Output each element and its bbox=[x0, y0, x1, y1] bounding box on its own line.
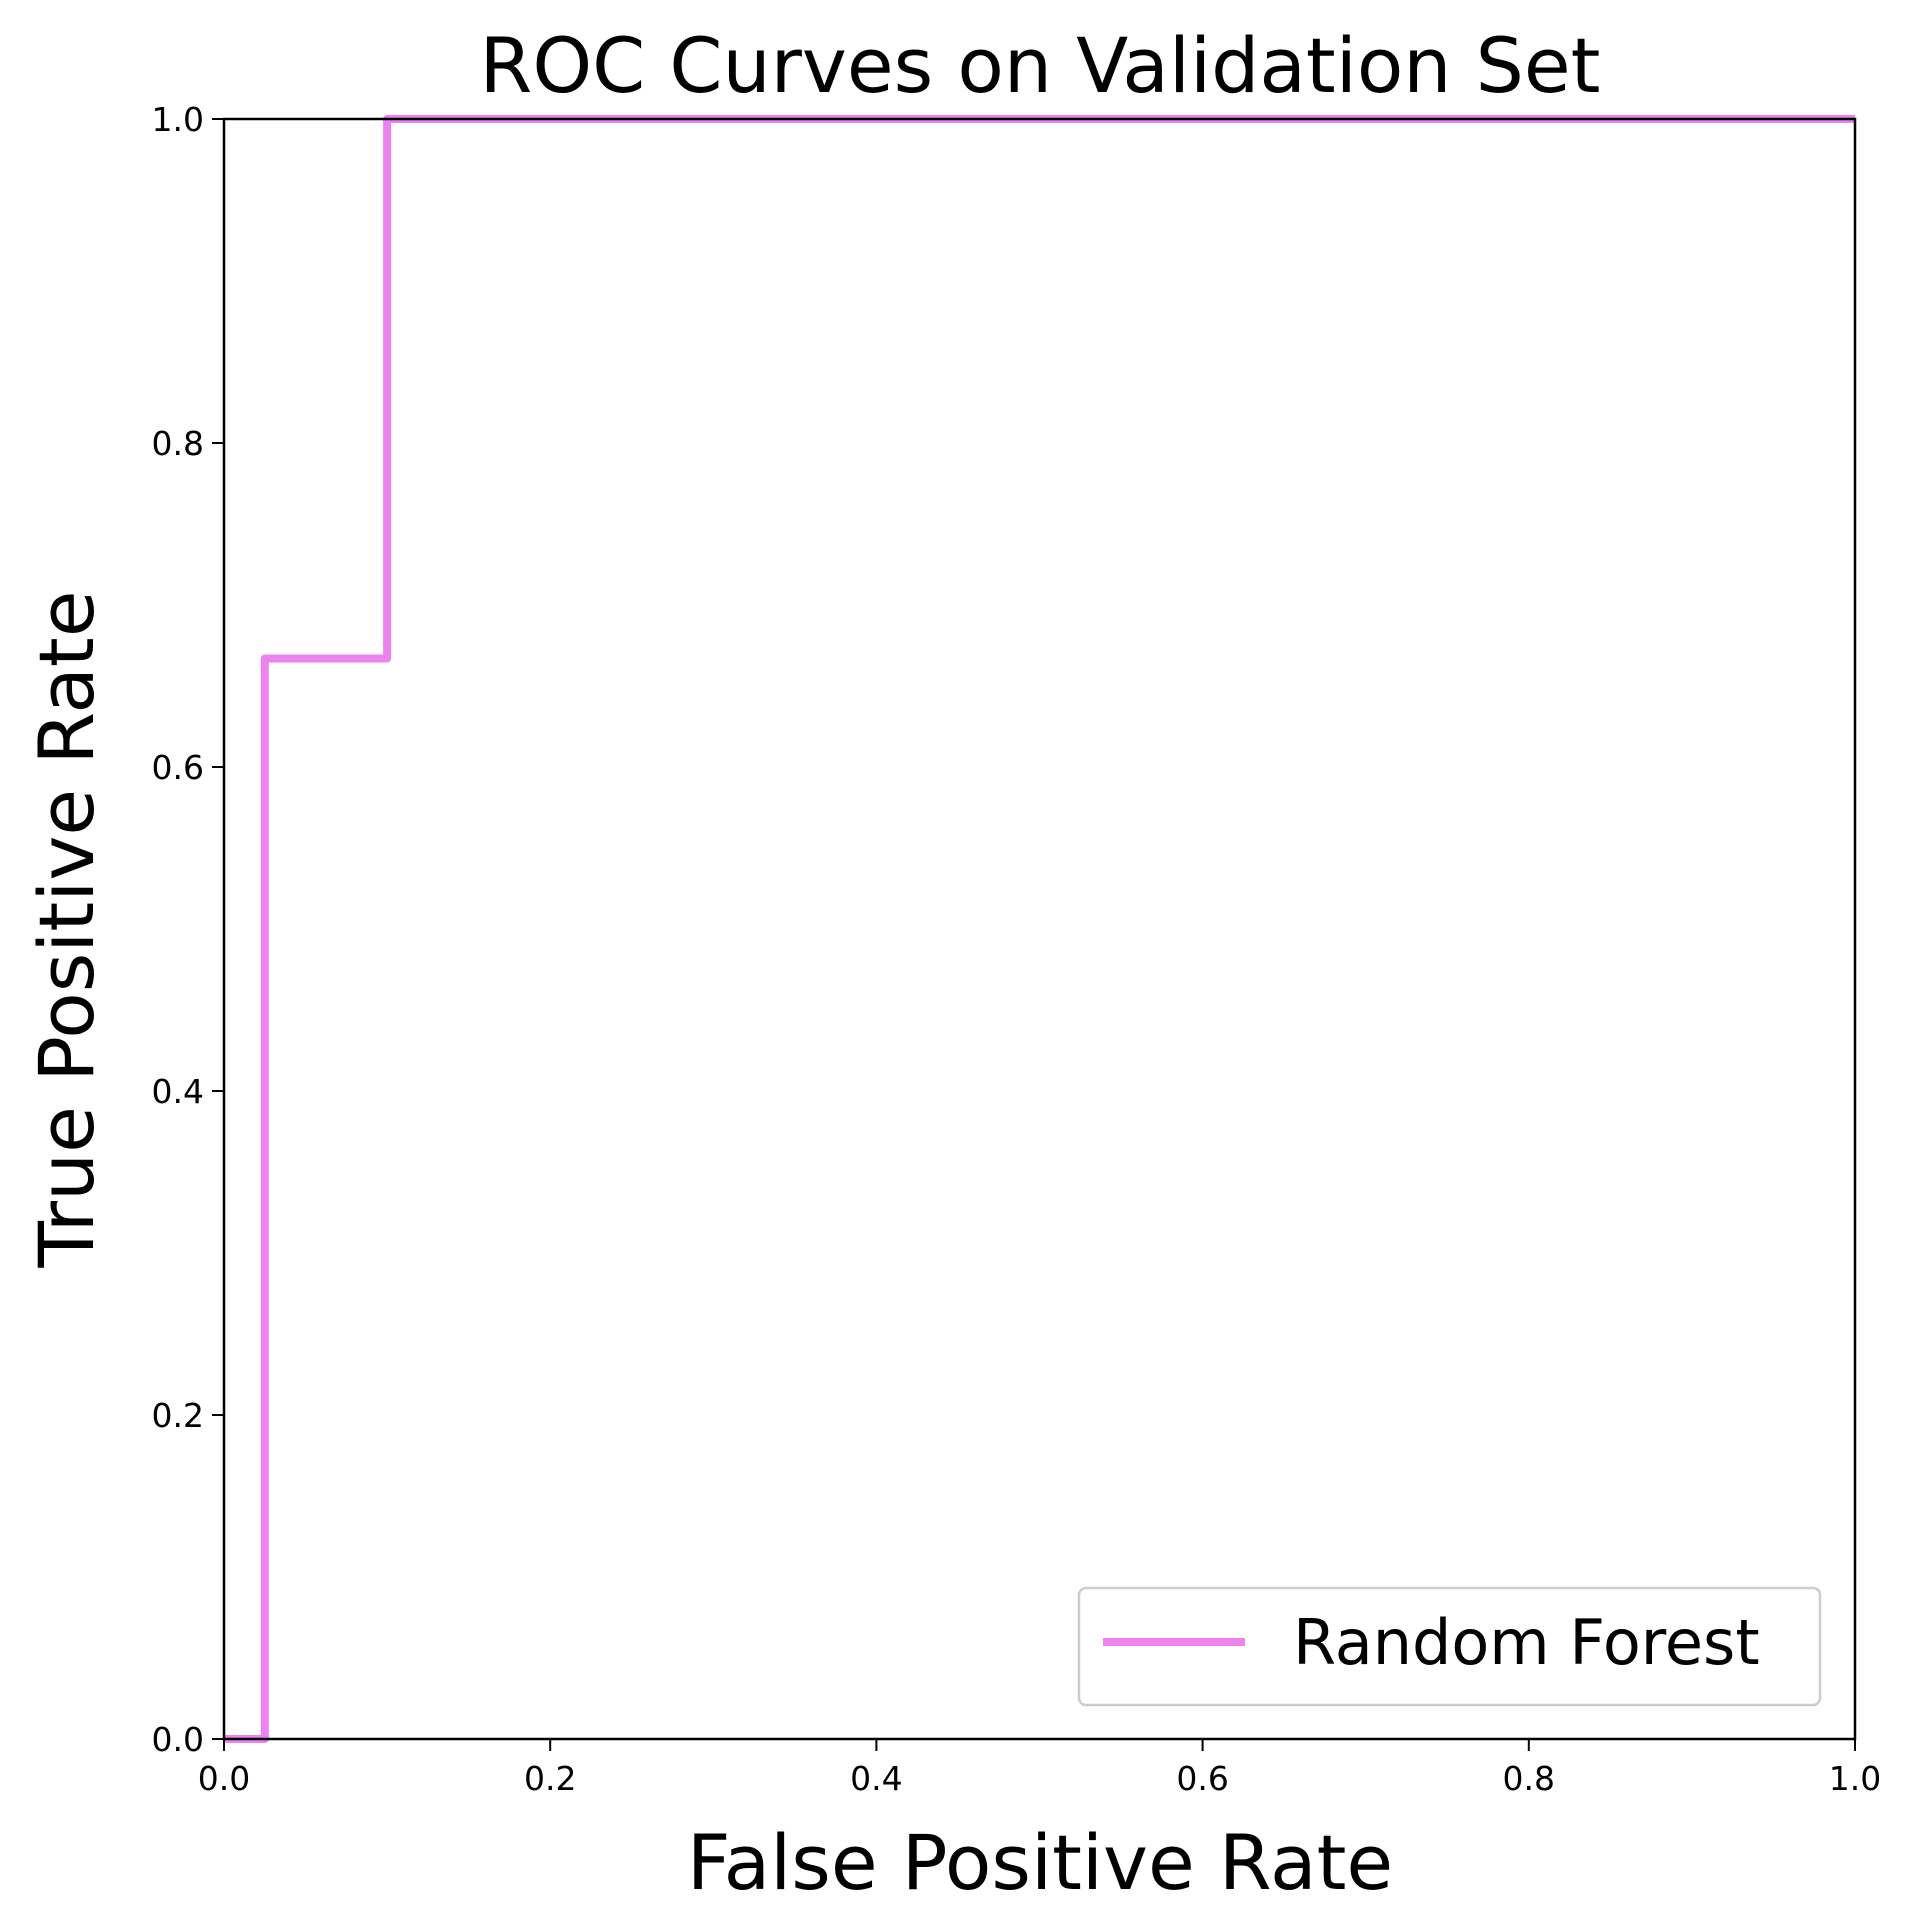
y-tick-label: 0.6 bbox=[152, 748, 204, 787]
y-tick-label: 0.2 bbox=[152, 1396, 204, 1435]
x-axis-ticks: 0.0 0.2 0.4 0.6 0.8 1.0 bbox=[198, 1739, 1881, 1798]
y-tick-label: 1.0 bbox=[152, 100, 204, 139]
legend: Random Forest bbox=[1077, 1586, 1822, 1707]
plot-frame bbox=[222, 117, 1857, 1741]
x-tick-label: 0.6 bbox=[1176, 1759, 1228, 1798]
x-tick-label: 0.2 bbox=[524, 1759, 576, 1798]
series-line-random-forest bbox=[224, 115, 1855, 1743]
y-tick-label: 0.4 bbox=[152, 1072, 204, 1111]
series-layer bbox=[224, 115, 1855, 1743]
chart-title: ROC Curves on Validation Set bbox=[480, 21, 1601, 110]
plot-area: 0.0 0.2 0.4 0.6 0.8 1.0 0.0 0.2 0.4 0.6 0.8 1.0 bbox=[152, 100, 1882, 1798]
y-tick-label: 0.8 bbox=[152, 424, 204, 463]
y-axis-ticks: 0.0 0.2 0.4 0.6 0.8 1.0 bbox=[152, 100, 224, 1759]
y-tick-label: 0.0 bbox=[152, 1720, 204, 1759]
legend-box bbox=[1077, 1586, 1822, 1707]
x-tick-label: 1.0 bbox=[1829, 1759, 1881, 1798]
y-axis-label: True Positive Rate bbox=[22, 591, 111, 1269]
x-tick-label: 0.8 bbox=[1503, 1759, 1555, 1798]
x-axis-label: False Positive Rate bbox=[687, 1818, 1393, 1907]
legend-label-random-forest: Random Forest bbox=[1293, 1606, 1760, 1679]
x-tick-label: 0.4 bbox=[850, 1759, 902, 1798]
x-tick-label: 0.0 bbox=[198, 1759, 250, 1798]
